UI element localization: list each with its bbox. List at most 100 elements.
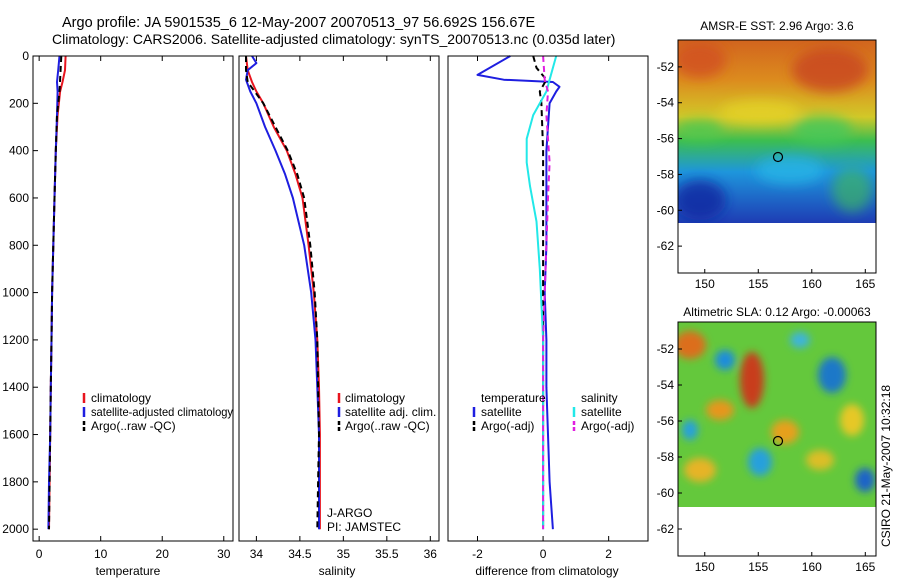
difference-x-tick-label: 2 (605, 547, 612, 561)
temperature-y-tick-label: 0 (22, 49, 29, 63)
temperature-legend: climatology satellite-adjusted climatolo… (82, 391, 233, 433)
difference-panel: -2 0 2 difference from climatology tempera… (447, 55, 649, 578)
csiro-stamp: CSIRO 21-May-2007 10:32:18 (879, 385, 893, 547)
temperature-x-tick-label: 10 (94, 547, 108, 561)
sst-map-title: AMSR-E SST: 2.96 Argo: 3.6 (700, 19, 854, 33)
sla-high-patch (706, 400, 734, 420)
annotation-pi: PI: JAMSTEC (327, 520, 401, 534)
sla-argo-marker (772, 435, 784, 447)
salinity-xlabel: salinity (319, 564, 356, 578)
temperature-y-tick-label: 1200 (2, 333, 29, 347)
sla-low-patch (748, 448, 772, 476)
sst-map-x-tick-label: 165 (855, 277, 875, 291)
sla-map-y-axis: -52 -54 -56 -58 -60 -62 (657, 342, 682, 536)
sst-green-patch (832, 168, 872, 212)
sst-map-y-tick-label: -56 (657, 132, 675, 146)
sla-map-y-tick-label: -60 (657, 486, 675, 500)
title-line2: Climatology: CARS2006. Satellite-adjuste… (52, 31, 615, 47)
temperature-y-tick-label: 600 (9, 191, 29, 205)
legend-label-temp-argo: Argo(-adj) (481, 419, 534, 433)
temperature-x-tick-label: 30 (217, 547, 231, 561)
sla-low-patch (682, 420, 698, 440)
sla-map-y-tick-label: -52 (657, 342, 675, 356)
temperature-y-tick-label: 1600 (2, 428, 29, 442)
temperature-y-tick-label: 200 (9, 96, 29, 110)
salinity-plot-frame (238, 55, 440, 542)
legend-label-argo: Argo(..raw -QC) (91, 419, 176, 433)
difference-series-line (532, 55, 548, 530)
legend-label-satellite-adjusted: satellite-adjusted climatology (91, 405, 233, 419)
sla-map-title: Altimetric SLA: 0.12 Argo: -0.00063 (683, 305, 871, 319)
sst-map-y-tick-label: -60 (657, 203, 675, 217)
salinity-x-tick-label: 35 (337, 547, 351, 561)
sla-map-frame (677, 321, 877, 557)
sst-map-y-axis: -52 -54 -56 -58 -60 -62 (657, 60, 682, 253)
legend-label-argo: Argo(..raw -QC) (345, 419, 430, 433)
sla-map-x-axis: 150 155 160 165 (695, 552, 876, 574)
sla-map-y-tick-label: -56 (657, 414, 675, 428)
legend-label-temp-satellite: satellite (481, 405, 522, 419)
annotation-j-argo: J-ARGO (327, 506, 372, 520)
difference-legend: temperature satellite Argo(-adj) salinit… (472, 391, 634, 433)
difference-xlabel: difference from climatology (475, 564, 618, 578)
sst-deep-patch (678, 180, 726, 220)
legend-label-satellite-adj: satellite adj. clim. (345, 405, 436, 419)
temperature-plot-frame (32, 55, 234, 542)
sla-high-patch (684, 458, 716, 482)
difference-series (476, 55, 561, 530)
salinity-x-tick-label: 34 (250, 547, 264, 561)
difference-series-line (525, 55, 558, 530)
legend-header-salinity: salinity (581, 391, 618, 405)
sst-yellow-patch (720, 100, 800, 124)
sst-map-x-axis: 150 155 160 165 (695, 269, 876, 291)
title-line1: Argo profile: JA 5901535_6 12-May-2007 2… (62, 15, 536, 31)
temperature-y-tick-label: 400 (9, 144, 29, 158)
sla-map-x-tick-label: 155 (748, 560, 768, 574)
legend-header-temperature: temperature (481, 391, 546, 405)
temperature-y-tick-label: 1000 (2, 286, 29, 300)
salinity-x-tick-label: 34.5 (288, 547, 312, 561)
sla-high-patch (806, 450, 834, 470)
legend-label-climatology: climatology (91, 391, 151, 405)
sst-green-patch (678, 120, 724, 140)
temperature-xlabel: temperature (96, 564, 161, 578)
sst-map-x-tick-label: 160 (802, 277, 822, 291)
sst-map-y-tick-label: -52 (657, 60, 675, 74)
sla-heatmap (678, 322, 876, 507)
temperature-y-tick-label: 800 (9, 238, 29, 252)
temperature-series (47, 55, 67, 530)
salinity-x-tick-label: 35.5 (375, 547, 399, 561)
sla-high-patch (740, 352, 764, 408)
legend-label-sal-satellite: satellite (581, 405, 622, 419)
sst-map-x-tick-label: 150 (695, 277, 715, 291)
legend-label-sal-argo: Argo(-adj) (581, 419, 634, 433)
salinity-series-line (245, 55, 320, 530)
temperature-series-line (48, 55, 63, 530)
sst-map-y-tick-label: -54 (657, 96, 675, 110)
temperature-x-tick-label: 0 (36, 547, 43, 561)
salinity-x-tick-label: 36 (424, 547, 438, 561)
temperature-y-tick-label: 1800 (2, 475, 29, 489)
sla-high-patch (771, 420, 799, 444)
sla-map-x-tick-label: 160 (802, 560, 822, 574)
difference-plot-frame (447, 55, 649, 542)
temperature-y-axis: 0 200 400 600 800 1000 1200 1400 1600 1800 2000 (2, 49, 38, 536)
sla-low-patch (818, 357, 846, 393)
sla-map-y-tick-label: -62 (657, 522, 675, 536)
salinity-series-line (245, 56, 320, 530)
sst-argo-marker (772, 151, 784, 163)
sla-high-patch (840, 404, 864, 436)
temperature-y-tick-label: 2000 (2, 522, 29, 536)
difference-x-tick-label: 0 (540, 547, 547, 561)
salinity-legend: climatology satellite adj. clim. Argo(..… (337, 391, 436, 433)
sst-map-x-tick-label: 155 (748, 277, 768, 291)
sst-warm-patch (792, 48, 868, 92)
sla-map-panel: Altimetric SLA: 0.12 Argo: -0.00063 (657, 305, 877, 574)
sst-map-y-tick-label: -58 (657, 167, 675, 181)
temperature-y-tick-label: 1400 (2, 380, 29, 394)
sla-field-texture (678, 331, 875, 492)
sst-green-patch (792, 116, 852, 144)
salinity-x-axis: 34 34.5 35 35.5 36 (250, 56, 438, 561)
legend-label-climatology: climatology (345, 391, 405, 405)
